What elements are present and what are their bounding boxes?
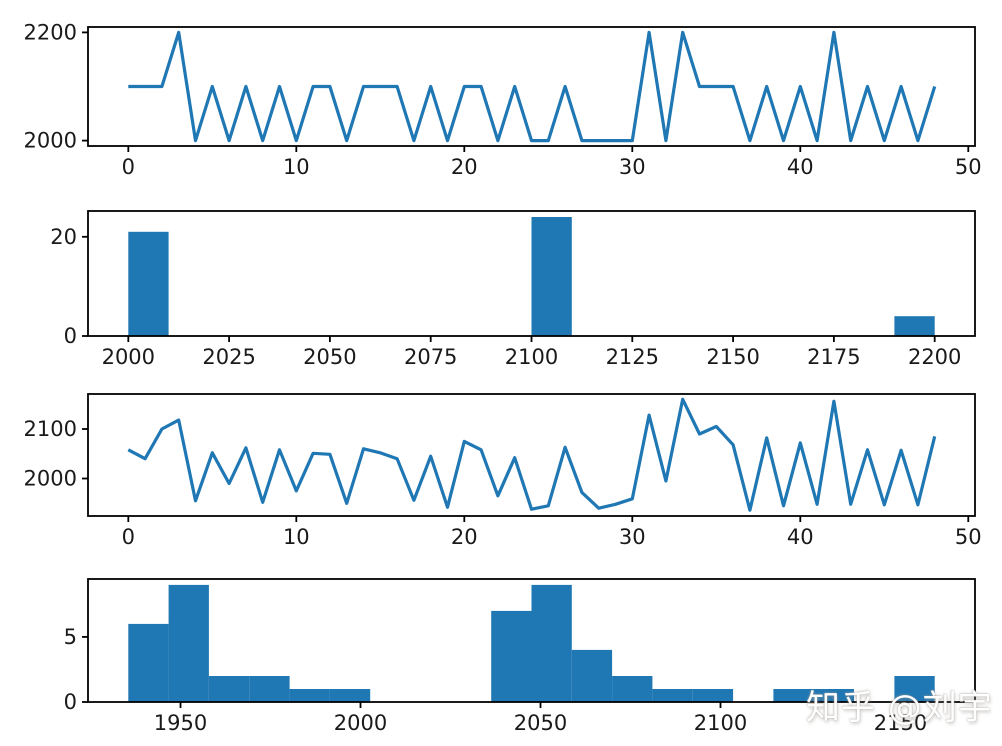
- x-tick-label: 2100: [694, 711, 747, 735]
- subplot-3-line-chart: 0 10 20 30 40 50 2000 2100: [24, 393, 982, 549]
- x-tick-label: 2125: [606, 345, 659, 369]
- y-tick-label: 2000: [24, 467, 77, 491]
- hist-bar: [571, 649, 613, 702]
- y-tick-label: 2100: [24, 417, 77, 441]
- x-tick-label: 50: [955, 155, 982, 179]
- axes-frame: [87, 393, 976, 517]
- hist-bar: [813, 689, 854, 702]
- x-tick-label: 2025: [202, 345, 255, 369]
- hist-bar: [289, 689, 330, 702]
- hist-bar: [491, 610, 532, 702]
- x-tick-label: 30: [619, 525, 646, 549]
- subplot-2-histogram: 2000 2025 2050 2075 2100 2125 2150 2175 2200 0 20: [50, 210, 976, 369]
- x-tick-label: 10: [283, 155, 310, 179]
- y-tick-label: 5: [64, 625, 77, 649]
- x-tick-label: 30: [619, 155, 646, 179]
- hist-bar: [128, 231, 169, 336]
- x-tick-label: 2100: [505, 345, 558, 369]
- line-series: [127, 397, 937, 512]
- x-tick-label: 2200: [908, 345, 961, 369]
- hist-bar: [249, 676, 290, 702]
- hist-bar: [329, 689, 371, 702]
- x-tick-label: 40: [787, 155, 814, 179]
- hist-bar: [612, 676, 653, 702]
- x-tick-label: 2050: [303, 345, 356, 369]
- hist-bar: [168, 584, 209, 702]
- x-tick-label: 50: [955, 525, 982, 549]
- x-tick-label: 2150: [706, 345, 759, 369]
- y-tick-label: 2200: [24, 20, 77, 44]
- hist-bar: [531, 217, 572, 336]
- x-tick-label: 2000: [334, 711, 387, 735]
- x-tick-label: 2150: [874, 711, 927, 735]
- axes-frame: [87, 578, 976, 703]
- y-tick-label: 20: [50, 225, 77, 249]
- x-tick-label: 1950: [154, 711, 207, 735]
- axes-frame: [87, 26, 976, 147]
- x-tick-label: 0: [122, 525, 135, 549]
- x-tick-label: 2175: [807, 345, 860, 369]
- hist-bar: [894, 316, 935, 336]
- x-tick-label: 2050: [514, 711, 567, 735]
- hist-bar: [531, 584, 572, 702]
- hist-bar: [894, 676, 935, 702]
- x-tick-label: 40: [787, 525, 814, 549]
- hist-bar: [692, 689, 734, 702]
- y-tick-label: 0: [64, 690, 77, 714]
- line-series: [128, 30, 937, 143]
- x-tick-label: 0: [122, 155, 135, 179]
- y-tick-label: 2000: [24, 129, 77, 153]
- x-tick-label: 20: [451, 155, 478, 179]
- x-tick-label: 2075: [404, 345, 457, 369]
- hist-bar: [652, 689, 693, 702]
- hist-bar: [209, 676, 250, 702]
- x-tick-label: 20: [451, 525, 478, 549]
- y-tick-label: 0: [64, 324, 77, 348]
- x-tick-label: 10: [283, 525, 310, 549]
- subplot-1-line-chart: 0 10 20 30 40 50 2000 2200: [24, 20, 982, 179]
- hist-bar: [773, 689, 814, 702]
- hist-bar: [128, 623, 169, 702]
- x-tick-label: 2000: [102, 345, 155, 369]
- subplot-4-histogram: 1950 2000 2050 2100 2150 0 5: [64, 578, 976, 735]
